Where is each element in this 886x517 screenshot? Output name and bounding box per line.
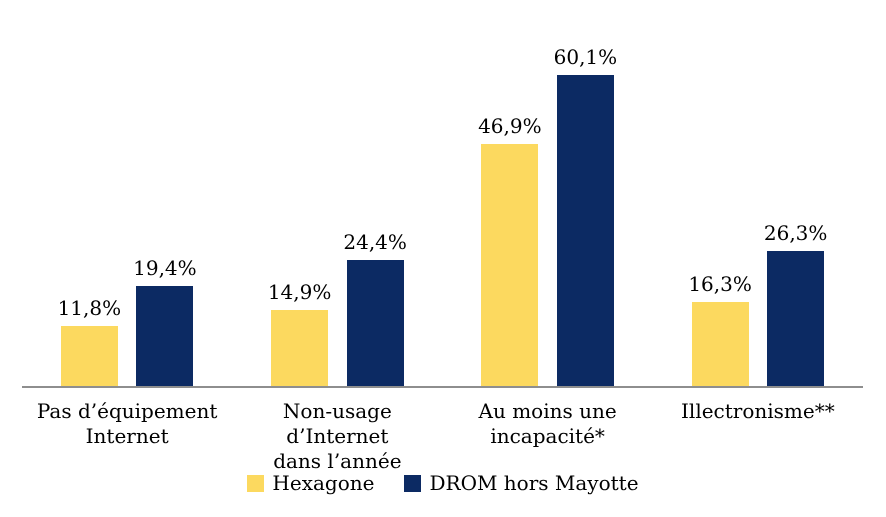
bar-wrap-hexagone-2: 14,9% — [267, 280, 332, 387]
x-axis-line — [22, 386, 863, 388]
legend-swatch-drom-hors-mayotte — [404, 474, 422, 492]
category-label-2: Non-usage d’Internet dans l’année — [273, 399, 402, 473]
bar-group-2: 14,9% 24,4% — [232, 15, 442, 387]
value-label-hexagone-4: 16,3% — [688, 272, 752, 296]
value-label-hexagone-1: 11,8% — [57, 296, 122, 320]
bar-wrap-hexagone-1: 11,8% — [57, 296, 122, 387]
bar-wrap-drom-hors-mayotte-4: 26,3% — [763, 221, 828, 387]
bar-drom-hors-mayotte-2 — [346, 260, 404, 387]
bar-drom-hors-mayotte-1 — [136, 286, 194, 387]
category-label-1: Pas d’équipement Internet — [36, 399, 218, 448]
bar-wrap-hexagone-3: 46,9% — [478, 115, 542, 387]
legend-label-drom-hors-mayotte: DROM hors Mayotte — [429, 471, 639, 495]
value-label-hexagone-3: 46,9% — [478, 114, 542, 138]
bar-hexagone-4 — [691, 302, 749, 387]
chart-legend: Hexagone DROM hors Mayotte — [0, 472, 886, 494]
bar-hexagone-3 — [481, 144, 539, 387]
value-label-drom-hors-mayotte-3: 60,1% — [553, 45, 618, 69]
bar-wrap-drom-hors-mayotte-1: 19,4% — [133, 257, 197, 387]
bar-group-4: 16,3% 26,3% — [653, 15, 863, 387]
value-label-drom-hors-mayotte-1: 19,4% — [133, 256, 197, 280]
bar-wrap-hexagone-4: 16,3% — [688, 273, 752, 387]
bar-wrap-drom-hors-mayotte-3: 60,1% — [553, 45, 618, 387]
bar-drom-hors-mayotte-3 — [556, 75, 614, 387]
bar-hexagone-1 — [60, 326, 118, 387]
legend-label-hexagone: Hexagone — [272, 471, 375, 495]
legend-swatch-hexagone — [247, 474, 265, 492]
category-label-4: Illectronisme** — [681, 399, 835, 423]
bar-group-1: 11,8% 19,4% — [22, 15, 232, 387]
bar-drom-hors-mayotte-4 — [767, 251, 825, 387]
legend-item-drom-hors-mayotte: DROM hors Mayotte — [404, 471, 639, 495]
value-label-hexagone-2: 14,9% — [267, 280, 332, 304]
bar-hexagone-2 — [271, 310, 329, 387]
bar-wrap-drom-hors-mayotte-2: 24,4% — [343, 231, 407, 387]
legend-item-hexagone: Hexagone — [247, 472, 374, 494]
category-label-3: Au moins une incapacité* — [478, 399, 617, 448]
plot-area: 11,8% 19,4% 14,9% 24,4% 46,9% 60,1% 16,3% 26,3% — [22, 15, 863, 387]
value-label-drom-hors-mayotte-2: 24,4% — [343, 230, 407, 254]
category-axis-labels: Pas d’équipement Internet Non-usage d’Int… — [22, 399, 863, 474]
value-label-drom-hors-mayotte-4: 26,3% — [763, 221, 828, 245]
bar-group-3: 46,9% 60,1% — [443, 15, 653, 387]
